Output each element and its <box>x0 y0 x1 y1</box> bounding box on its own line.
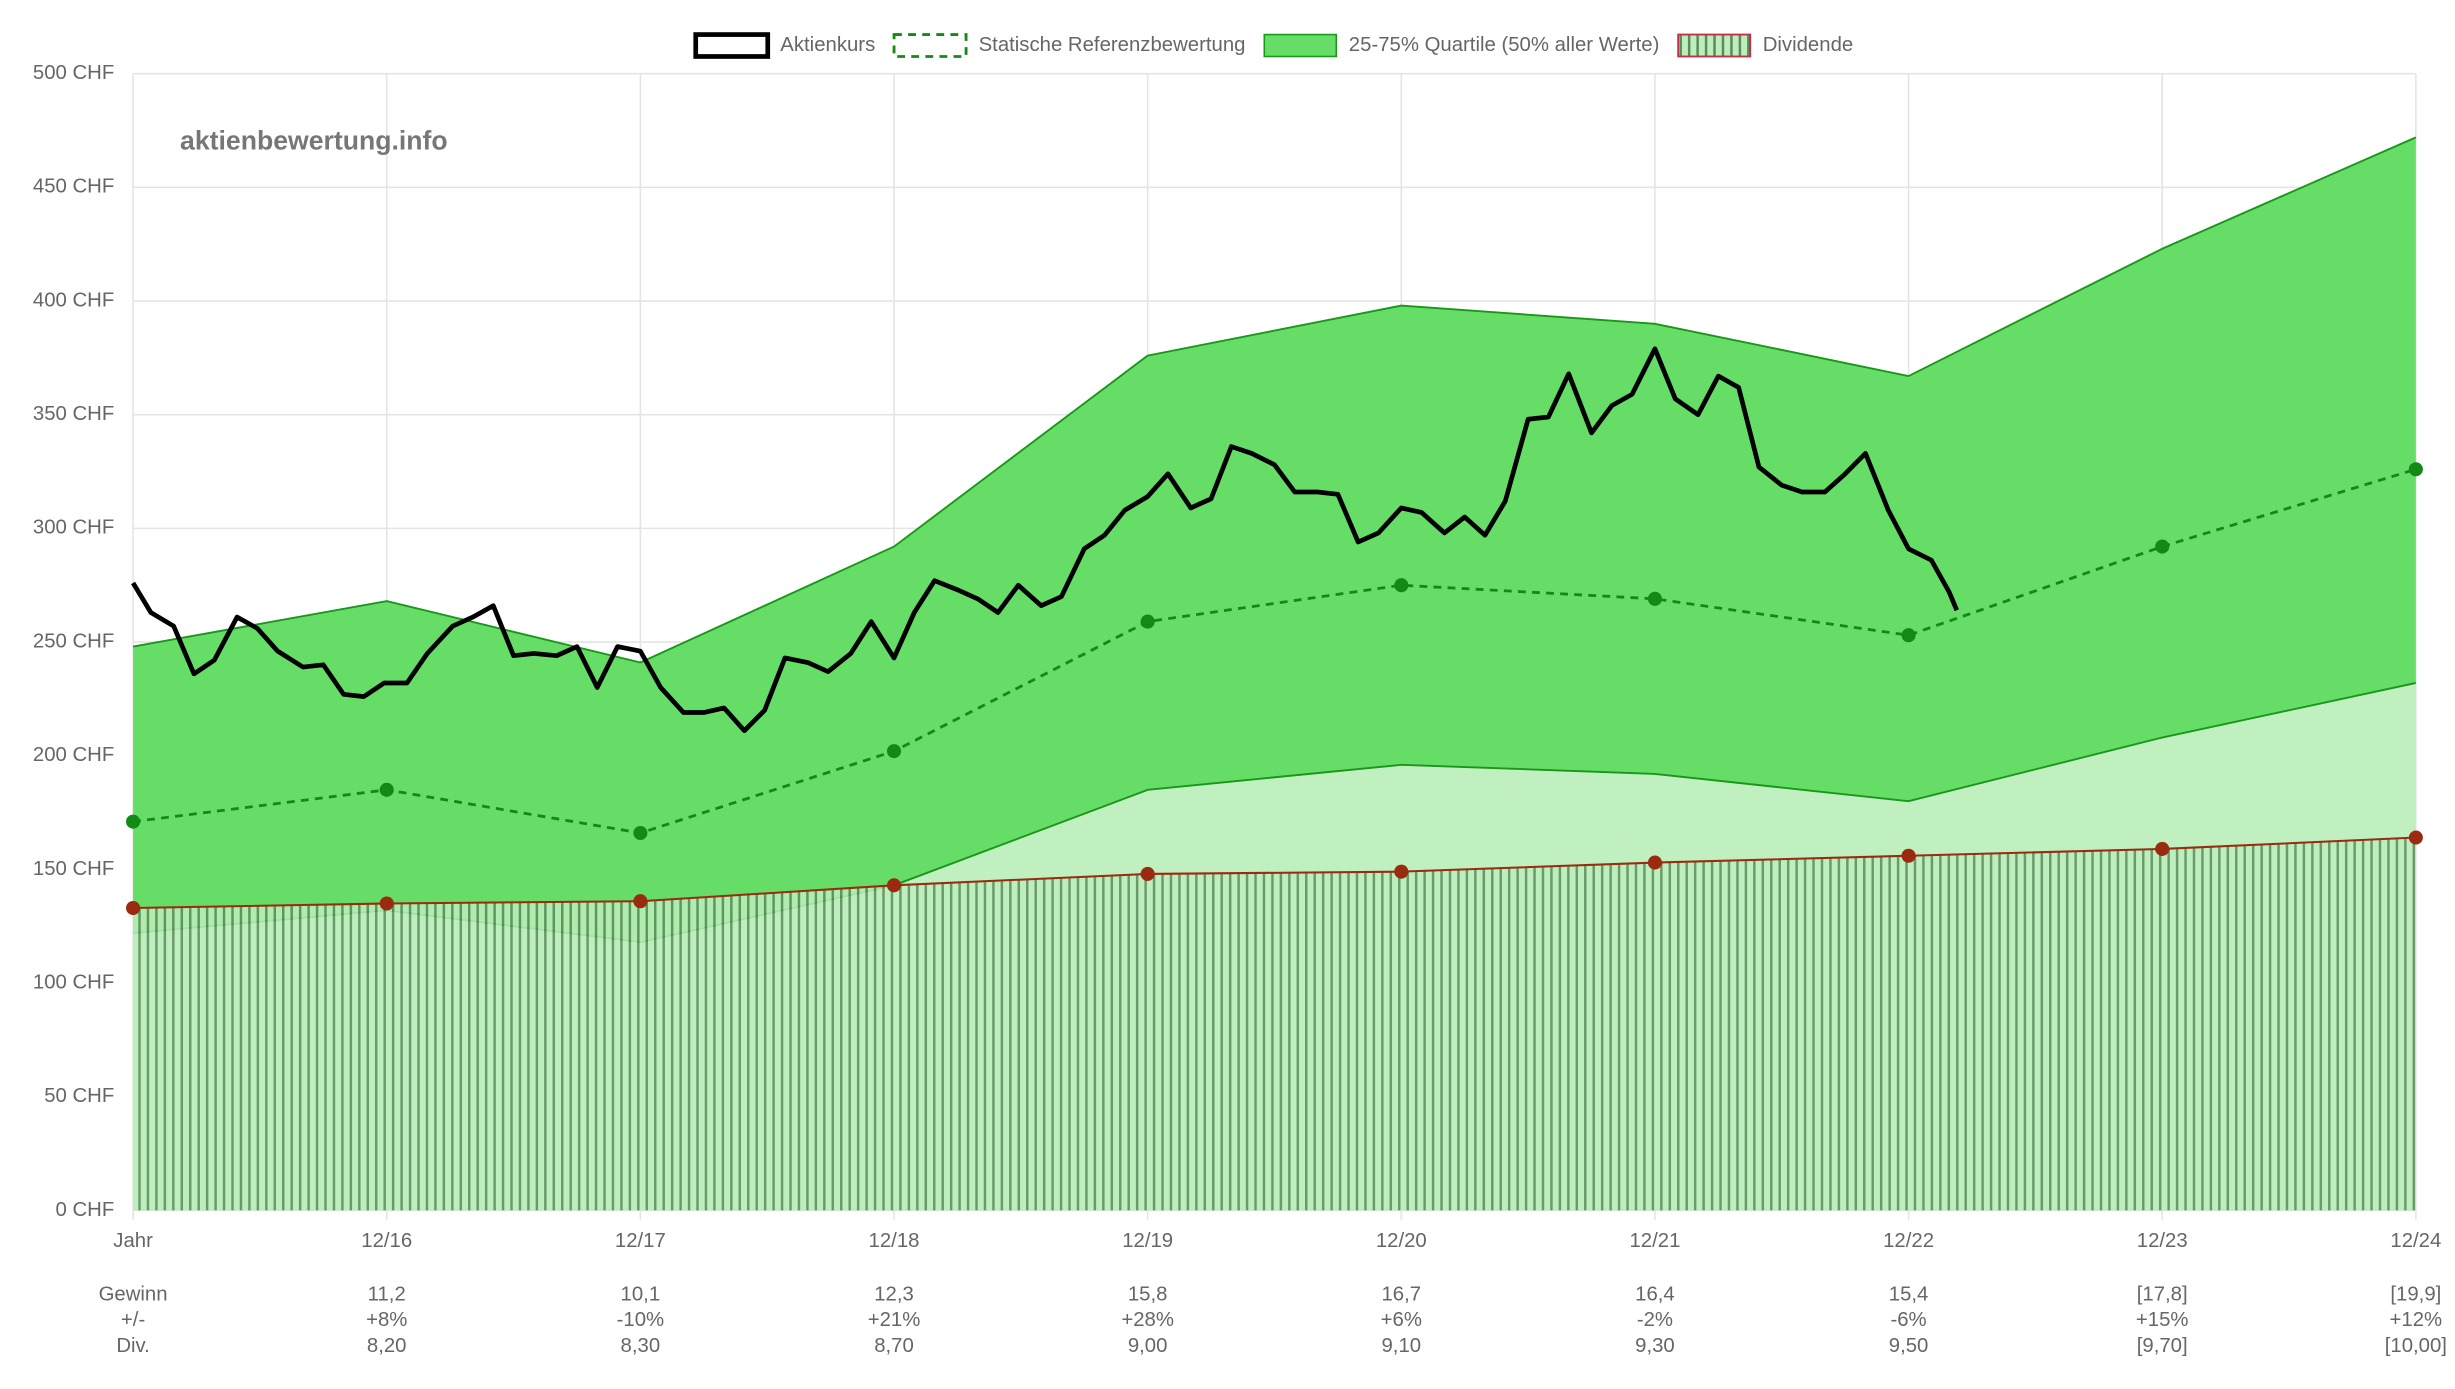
table-cell: 8,70 <box>874 1335 914 1357</box>
y-tick-label: 0 CHF <box>56 1199 115 1221</box>
x-tick-label: 12/22 <box>1883 1230 1934 1252</box>
reference-point <box>1901 628 1916 643</box>
dividend-point <box>379 896 394 911</box>
table-cell: 8,30 <box>621 1335 661 1357</box>
y-tick-label: 200 CHF <box>33 744 114 766</box>
x-tick-label: Jahr <box>113 1230 153 1252</box>
dividend-line <box>133 836 2416 910</box>
table-cell: 12,3 <box>874 1283 914 1305</box>
table-cell: [17,8] <box>2137 1283 2188 1305</box>
table-cell: 11,2 <box>368 1283 406 1305</box>
dividend-point <box>1140 866 1155 881</box>
legend-swatch <box>892 33 968 58</box>
reference-point <box>1647 591 1662 606</box>
table-cell: 15,8 <box>1128 1283 1168 1305</box>
quartile-upper-line <box>132 136 2417 664</box>
table-cell: +12% <box>2390 1309 2443 1331</box>
legend-swatch <box>1263 33 1338 58</box>
dividend-point <box>1394 864 1409 879</box>
table-cell: +8% <box>366 1309 407 1331</box>
x-tick-label: 12/16 <box>361 1230 412 1252</box>
dividend-point <box>126 900 141 916</box>
reference-point <box>2155 539 2170 554</box>
x-tick-label: 12/23 <box>2137 1230 2188 1252</box>
y-tick-label: 400 CHF <box>33 289 114 311</box>
reference-point <box>379 782 394 797</box>
y-tick-label: 500 CHF <box>33 62 114 84</box>
price-line <box>131 346 1959 734</box>
dividend-point <box>1647 855 1662 870</box>
dividend-point <box>2155 841 2170 856</box>
table-cell: 9,00 <box>1128 1335 1168 1357</box>
dividend-point <box>2408 830 2423 845</box>
reference-point <box>126 814 141 829</box>
reference-point <box>633 825 648 841</box>
dividend-point <box>1901 848 1916 863</box>
table-cell: 15,4 <box>1889 1283 1929 1305</box>
dividend-point <box>633 894 648 909</box>
y-tick-label: 300 CHF <box>33 517 114 539</box>
table-cell: +15% <box>2136 1309 2189 1331</box>
table-row-label: +/- <box>121 1309 145 1331</box>
table-cell: 10,1 <box>621 1283 661 1305</box>
table-cell: 16,7 <box>1381 1283 1421 1305</box>
table-cell: -2% <box>1637 1309 1673 1331</box>
x-tick-label: 12/18 <box>869 1230 920 1252</box>
reference-point <box>2408 462 2423 477</box>
x-tick-label: 12/19 <box>1122 1230 1173 1252</box>
legend-swatch <box>693 32 771 59</box>
x-tick-label: 12/21 <box>1629 1230 1680 1252</box>
table-cell: 9,50 <box>1889 1335 1929 1357</box>
y-tick-label: 100 CHF <box>33 971 114 993</box>
legend-label: Aktienkurs <box>780 34 875 56</box>
table-cell: 8,20 <box>367 1335 407 1357</box>
legend-label: 25-75% Quartile (50% aller Werte) <box>1349 34 1660 56</box>
table-cell: 9,30 <box>1635 1335 1675 1357</box>
quartile-band <box>133 137 2416 943</box>
table-cell: +6% <box>1381 1309 1422 1331</box>
x-tick-label: 12/20 <box>1376 1230 1427 1252</box>
table-cell: +28% <box>1121 1309 1174 1331</box>
table-cell: -10% <box>617 1309 665 1331</box>
table-cell: [9,70] <box>2137 1335 2188 1357</box>
x-tick-label: 12/17 <box>615 1230 666 1252</box>
watermark: aktienbewertung.info <box>180 126 448 156</box>
reference-point <box>886 744 902 759</box>
table-row-label: Gewinn <box>99 1283 168 1305</box>
y-tick-label: 250 CHF <box>33 630 114 652</box>
legend-label: Statische Referenzbewertung <box>979 34 1246 56</box>
reference-point <box>1394 578 1409 593</box>
y-tick-label: 350 CHF <box>33 403 114 425</box>
table-row-label: Div. <box>116 1335 150 1357</box>
x-tick-label: 12/24 <box>2390 1230 2441 1252</box>
table-cell: -6% <box>1890 1309 1926 1331</box>
table-cell: 9,10 <box>1381 1335 1421 1357</box>
y-tick-label: 150 CHF <box>33 858 114 880</box>
reference-point <box>1140 614 1155 629</box>
table-cell: +21% <box>868 1309 921 1331</box>
legend-label: Dividende <box>1763 34 1853 56</box>
dividend-area <box>133 837 2416 1211</box>
table-cell: [10,00] <box>2385 1335 2447 1357</box>
y-tick-label: 450 CHF <box>33 176 114 198</box>
dividend-point <box>886 878 902 893</box>
reference-line <box>132 467 2417 835</box>
table-cell: [19,9] <box>2390 1283 2441 1305</box>
legend: Aktienkurs Statische Referenzbewertung 25-… <box>693 32 1853 59</box>
y-tick-label: 50 CHF <box>44 1085 114 1107</box>
table-cell: 16,4 <box>1635 1283 1675 1305</box>
legend-swatch <box>1677 33 1752 58</box>
